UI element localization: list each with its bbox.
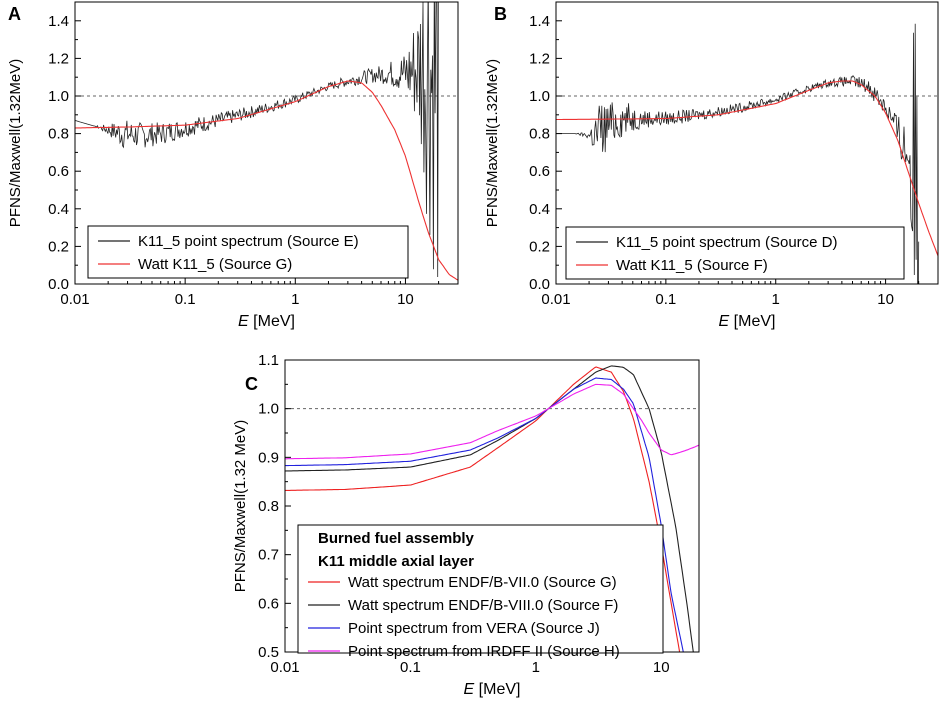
y-tick-label: 0.0 (48, 276, 69, 293)
legend-label-2: Watt K11_5 (Source F) (616, 257, 768, 274)
panel-a: 0.0 0.2 0.4 0.6 0.8 1.0 1.2 1.4 0.01 0.1 1 10 E [MeV… (7, 1, 459, 330)
legend-box (87, 225, 409, 279)
plot-frame (555, 1, 939, 285)
legend-label-4: Point spectrum from IRDFF II (Source H) (348, 643, 620, 660)
series-line-1 (75, 2, 439, 278)
x-axis-label: E [MeV] (238, 313, 295, 330)
y-tick-label: 0.0 (529, 276, 550, 293)
x-tick-label: 10 (877, 291, 894, 308)
y-tick-label: 1.1 (258, 352, 279, 369)
x-tick-label: 0.1 (655, 291, 676, 308)
series-line-2 (285, 365, 694, 652)
panel-letter: A (8, 4, 21, 24)
x-tick-label: 0.01 (541, 291, 570, 308)
y-tick-label: 0.8 (48, 126, 69, 143)
x-tick-label: 10 (397, 291, 414, 308)
panel-letter: B (494, 4, 507, 24)
y-tick-label: 0.8 (529, 126, 550, 143)
x-axis-label-symbol: E (238, 313, 249, 330)
x-axis-label: E [MeV] (464, 681, 521, 698)
series-line-3 (285, 377, 684, 652)
series-group (75, 2, 458, 281)
y-axis-label: PFNS/Maxwell(1.32 MeV) (232, 420, 249, 593)
y-tick-label: 0.6 (529, 163, 550, 180)
y-tick-label: 1.4 (48, 13, 69, 30)
y-tick-label: 0.4 (529, 201, 550, 218)
plot-frame (74, 1, 459, 285)
panel-letter: C (245, 374, 258, 394)
y-tick-label: 0.6 (48, 163, 69, 180)
legend-label-1: K11_5 point spectrum (Source E) (138, 233, 359, 250)
x-tick-label: 1 (291, 291, 299, 308)
legend-box (565, 226, 905, 280)
y-tick-label: 1.0 (258, 401, 279, 418)
legend-label-1: Watt spectrum ENDF/B-VII.0 (Source G) (348, 574, 617, 591)
x-axis-label-symbol: E (464, 681, 475, 698)
y-axis-label: PFNS/Maxwell(1.32MeV) (484, 59, 501, 227)
y-tick-label: 0.2 (48, 238, 69, 255)
series-line-4 (285, 383, 699, 460)
x-axis-label-unit: [MeV] (249, 313, 295, 330)
series-line-2 (75, 80, 458, 281)
legend-box (297, 524, 664, 654)
y-tick-label: 0.6 (258, 595, 279, 612)
y-tick-label: 0.9 (258, 449, 279, 466)
x-tick-label: 0.1 (400, 659, 421, 676)
x-axis-label-symbol: E (719, 313, 730, 330)
y-tick-label: 1.0 (48, 88, 69, 105)
x-axis-label-unit: [MeV] (474, 681, 520, 698)
series-line-2 (556, 80, 938, 257)
x-tick-label: 0.01 (60, 291, 89, 308)
x-tick-label: 0.1 (175, 291, 196, 308)
panel-b: 0.0 0.2 0.4 0.6 0.8 1.0 1.2 1.4 0.01 0.1 1 10 E [MeV… (484, 1, 939, 330)
legend-label-1: K11_5 point spectrum (Source D) (616, 234, 838, 251)
x-axis-label: E [MeV] (719, 313, 776, 330)
y-tick-label: 0.5 (258, 644, 279, 661)
legend-title: Burned fuel assembly (318, 530, 475, 547)
y-tick-label: 1.4 (529, 13, 550, 30)
legend-label-3: Point spectrum from VERA (Source J) (348, 620, 600, 637)
series-group (285, 365, 699, 652)
y-tick-label: 0.2 (529, 238, 550, 255)
series-line-1 (556, 23, 920, 284)
y-tick-label: 0.7 (258, 547, 279, 564)
legend-label-2: Watt K11_5 (Source G) (138, 256, 292, 273)
x-tick-label: 1 (772, 291, 780, 308)
series-group (556, 23, 938, 284)
y-tick-label: 1.2 (48, 50, 69, 67)
x-tick-label: 10 (653, 659, 670, 676)
y-tick-label: 1.0 (529, 88, 550, 105)
y-tick-label: 0.8 (258, 498, 279, 515)
legend-title: K11 middle axial layer (318, 553, 474, 570)
legend-label-2: Watt spectrum ENDF/B-VIII.0 (Source F) (348, 597, 618, 614)
panel-c: 0.5 0.6 0.7 0.8 0.9 1.0 1.1 0.01 0.1 1 10 E [MeV] PF… (232, 352, 700, 698)
y-axis-label: PFNS/Maxwell(1.32MeV) (7, 59, 24, 227)
x-tick-label: 0.01 (270, 659, 299, 676)
y-tick-label: 1.2 (529, 50, 550, 67)
x-axis-label-unit: [MeV] (729, 313, 775, 330)
x-tick-label: 1 (532, 659, 540, 676)
series-line-1 (285, 366, 681, 652)
y-tick-label: 0.4 (48, 201, 69, 218)
